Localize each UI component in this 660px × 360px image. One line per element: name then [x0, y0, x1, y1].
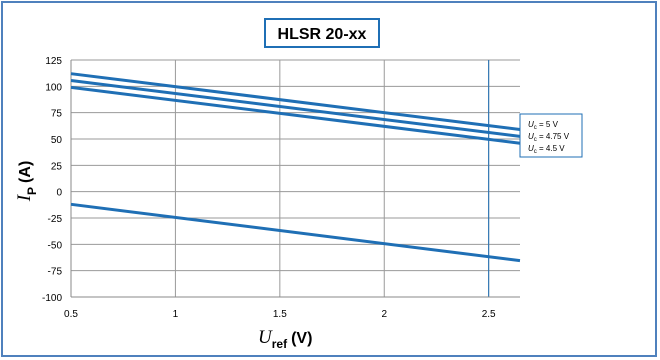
y-tick-label: 100 — [45, 82, 62, 93]
y-tick-label: -100 — [42, 293, 62, 304]
x-tick-label: 1.5 — [273, 309, 287, 320]
plot-area-border — [70, 60, 520, 298]
chart-title-box — [264, 18, 380, 48]
x-axis-ticks: 0.5 1 1.5 2 2.5 — [64, 309, 496, 320]
legend-entry: Uc = 4.5 V — [528, 144, 565, 155]
x-tick-label: 2 — [381, 309, 387, 320]
y-axis-label-unit: (A) — [17, 161, 34, 183]
y-axis-label-subscript: P — [25, 187, 39, 195]
y-axis-label: IP (A) — [14, 161, 39, 203]
legend-box — [519, 113, 583, 158]
y-tick-label: 0 — [56, 188, 62, 199]
legend-entry: Uc = 5 V — [528, 120, 559, 131]
y-tick-label: 50 — [51, 135, 63, 146]
y-tick-label: -50 — [48, 240, 63, 251]
x-tick-label: 2.5 — [482, 309, 496, 320]
x-axis-label-subscript: ref — [272, 337, 288, 351]
series-line — [70, 79, 521, 138]
x-axis-label: Uref (V) — [258, 327, 312, 351]
y-tick-label: 25 — [51, 161, 63, 172]
series-line — [70, 85, 521, 145]
y-tick-label: -75 — [48, 267, 63, 278]
y-axis-label-symbol: I — [14, 193, 35, 202]
y-tick-label: 125 — [45, 56, 62, 67]
svg-text:Uref (V): Uref (V) — [258, 327, 312, 351]
series-lines — [70, 72, 521, 263]
x-axis-label-symbol: U — [258, 327, 273, 348]
x-tick-label: 0.5 — [64, 309, 78, 320]
x-tick-label: 1 — [173, 309, 179, 320]
y-tick-label: 75 — [51, 109, 63, 120]
y-axis-ticks: 125 100 75 50 25 0 -25 -50 -75 -100 — [42, 56, 62, 304]
series-line — [70, 202, 521, 263]
legend: Uc = 5 V Uc = 4.75 V Uc = 4.5 V — [519, 113, 583, 158]
x-axis-label-unit: (V) — [291, 330, 312, 347]
svg-text:IP (A): IP (A) — [14, 161, 39, 203]
y-tick-label: -25 — [48, 214, 63, 225]
legend-entry: Uc = 4.75 V — [528, 132, 570, 143]
chart-title: HLSR 20-xx — [278, 26, 367, 43]
series-line — [70, 72, 521, 132]
